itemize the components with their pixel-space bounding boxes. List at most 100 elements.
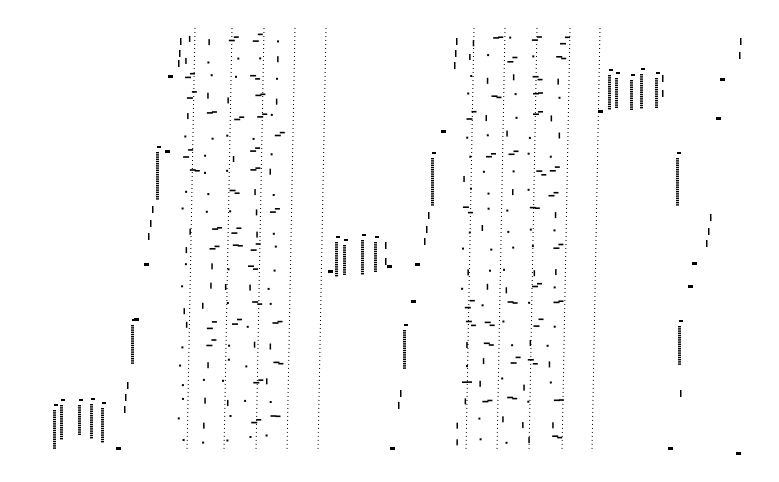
raster-dot (270, 153, 273, 156)
raster-dash (554, 166, 560, 168)
glyph-mark (116, 447, 121, 450)
glyph-stack (53, 423, 56, 425)
glyph-stack (335, 248, 338, 250)
raster-dot (502, 320, 505, 323)
raster-tick (523, 384, 525, 391)
raster-dash (470, 324, 476, 327)
glyph-stack (676, 202, 679, 204)
raster-tick (208, 39, 210, 46)
glyph-stack (53, 447, 56, 449)
glyph-stack (343, 269, 346, 271)
raster-dash (232, 323, 238, 325)
raster-dash (483, 342, 490, 345)
glyph-stack (335, 268, 338, 270)
glyph-stack (335, 264, 338, 266)
glyph-stack (60, 435, 63, 438)
glyph-mark (692, 262, 697, 265)
raster-dash (251, 421, 258, 424)
glyph-stack (676, 204, 679, 206)
glyph-stack (608, 77, 611, 79)
glyph-stack (640, 93, 643, 96)
raster-dash (512, 397, 518, 400)
raster-dot (245, 365, 248, 368)
raster-dash (250, 74, 257, 77)
raster-dash (232, 244, 239, 246)
raster-dot (237, 57, 240, 60)
raster-dot (181, 207, 184, 210)
glyph-stack (655, 93, 658, 95)
glyph-stack (156, 193, 159, 196)
glyph-stack (608, 101, 611, 103)
glyph-stack (131, 353, 134, 355)
glyph-stack (101, 421, 104, 423)
raster-tick (557, 78, 559, 85)
glyph-stack (431, 188, 434, 191)
raster-tick (148, 233, 150, 240)
glyph-stack (676, 191, 679, 193)
glyph-stack (131, 355, 134, 358)
glyph-mark (362, 234, 366, 236)
glyph-stack (403, 338, 406, 341)
glyph-stack (676, 184, 679, 186)
raster-dash (255, 94, 262, 97)
glyph-stack (615, 97, 618, 100)
glyph-stack (53, 421, 56, 423)
raster-tick (740, 38, 742, 45)
raster-dot (182, 439, 185, 441)
glyph-stack (90, 410, 93, 412)
glyph-stack (608, 108, 611, 110)
glyph-stack (403, 332, 406, 334)
glyph-stack (335, 253, 338, 255)
glyph-mark (102, 402, 106, 404)
glyph-stack (60, 429, 63, 431)
glyph-stack (615, 93, 618, 95)
raster-dash (471, 110, 477, 113)
glyph-stack (678, 332, 681, 334)
glyph-stack (431, 177, 434, 180)
glyph-stack (374, 259, 377, 261)
glyph-stack (53, 414, 56, 416)
glyph-stack (343, 264, 346, 267)
glyph-stack (630, 97, 633, 99)
glyph-stack (90, 428, 93, 430)
raster-dot (527, 400, 530, 403)
raster-tick (506, 130, 508, 137)
glyph-stack (403, 358, 406, 360)
glyph-stack (608, 86, 611, 88)
raster-tick (249, 284, 251, 291)
glyph-stack (101, 419, 104, 421)
glyph-mark (91, 398, 95, 400)
glyph-stack (101, 427, 104, 430)
glyph-stack (361, 264, 364, 266)
raster-dot (481, 304, 484, 307)
glyph-stack (374, 268, 377, 270)
raster-dash (548, 194, 555, 197)
glyph-stack (676, 175, 679, 177)
glyph-stack (431, 169, 434, 171)
raster-tick (454, 62, 456, 69)
raster-dash (488, 344, 494, 346)
glyph-stack (615, 89, 618, 91)
raster-dash (250, 249, 257, 251)
glyph-stack (361, 257, 364, 259)
glyph-mark (656, 72, 660, 74)
glyph-mark (79, 399, 83, 401)
glyph-stack (90, 408, 93, 410)
glyph-stack (78, 420, 81, 422)
raster-dash (515, 356, 521, 359)
glyph-stack (101, 441, 104, 443)
glyph-stack (640, 89, 643, 91)
raster-dot (252, 137, 255, 140)
glyph-stack (78, 413, 81, 416)
glyph-mark (609, 69, 613, 71)
glyph-stack (374, 266, 377, 268)
raster-tick (203, 422, 205, 429)
left-panel (53, 27, 392, 453)
raster-tick (554, 212, 557, 219)
glyph-stack (53, 425, 56, 427)
glyph-stack (608, 92, 611, 94)
raster-dash (211, 339, 217, 341)
glyph-stack (101, 434, 104, 436)
glyph-stack (678, 341, 681, 343)
glyph-stack (90, 421, 93, 423)
